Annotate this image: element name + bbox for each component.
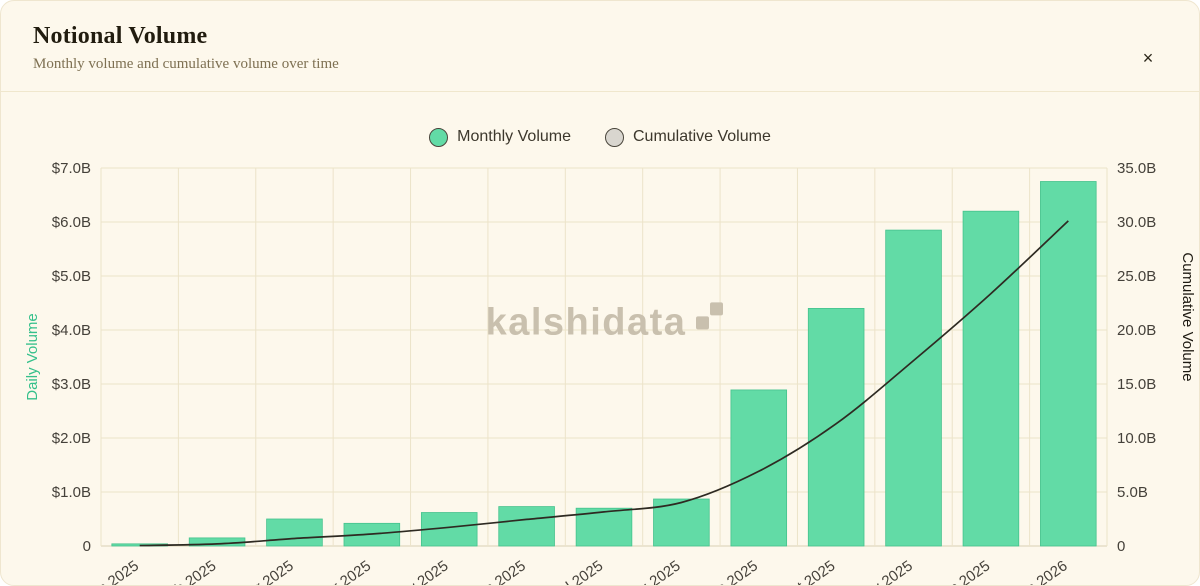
- right-axis-tick: 35.0B: [1117, 160, 1156, 177]
- kalshidata-watermark: kalshidata: [486, 301, 723, 343]
- volume-chart: $7.0B $6.0B $5.0B $4.0B $3.0B $2.0B $1.0B 0 35.0…: [24, 160, 1196, 586]
- legend-label: Monthly Volume: [457, 128, 571, 145]
- x-axis-tick: Jan 2026: [1010, 557, 1070, 586]
- right-axis-tick: 20.0B: [1117, 322, 1156, 339]
- right-axis-tick: 10.0B: [1117, 430, 1156, 447]
- page-subtitle: Monthly volume and cumulative volume ove…: [33, 56, 339, 72]
- legend-item-cumulative-volume[interactable]: Cumulative Volume: [605, 127, 771, 147]
- right-axis-tick: 25.0B: [1117, 268, 1156, 285]
- left-axis-tick: $2.0B: [52, 430, 91, 447]
- right-axis-tick: 0: [1117, 538, 1125, 555]
- left-axis-title: Daily Volume: [24, 313, 41, 401]
- cumulative-volume-swatch-icon: [605, 127, 624, 147]
- close-button[interactable]: ×: [1135, 45, 1161, 71]
- x-axis-tick: Mar 2025: [235, 557, 297, 586]
- right-axis-title: Cumulative Volume: [1179, 252, 1196, 381]
- x-axis-tick: Aug 2025: [621, 557, 683, 586]
- bar-oct-2025: [807, 307, 865, 547]
- left-axis-tick: $3.0B: [52, 376, 91, 393]
- bar-dec-2025: [962, 210, 1020, 547]
- chart-legend: Monthly Volume Cumulative Volume: [1, 120, 1199, 154]
- left-axis-tick: 0: [83, 538, 91, 555]
- bar-jan-2026: [1040, 181, 1097, 547]
- bar-mar-2025: [266, 518, 323, 547]
- right-axis-tick: 5.0B: [1117, 484, 1148, 501]
- x-axis-tick: May 2025: [388, 557, 452, 586]
- right-axis-tick: 15.0B: [1117, 376, 1156, 393]
- left-axis-tick: $5.0B: [52, 268, 91, 285]
- right-axis-tick: 30.0B: [1117, 214, 1156, 231]
- x-axis-tick: Nov 2025: [853, 557, 915, 586]
- legend-label: Cumulative Volume: [633, 128, 771, 145]
- legend-item-monthly-volume[interactable]: Monthly Volume: [429, 127, 571, 147]
- x-axis-tick: Jul 2025: [550, 557, 606, 586]
- left-axis-tick: $6.0B: [52, 214, 91, 231]
- bar-sep-2025: [730, 389, 788, 547]
- chart-area: Monthly Volume Cumulative Volume $7.0B $6…: [1, 92, 1199, 586]
- bar-jun-2025: [498, 506, 555, 547]
- left-axis-tick: $4.0B: [52, 322, 91, 339]
- left-axis-tick: $7.0B: [52, 160, 91, 177]
- x-axis-tick: Apr 2025: [315, 557, 375, 586]
- x-axis-tick: Jun 2025: [469, 557, 529, 586]
- bar-nov-2025: [885, 229, 942, 547]
- x-axis-tick: Feb 2025: [158, 557, 220, 586]
- left-axis-tick: $1.0B: [52, 484, 91, 501]
- x-axis-tick: Dec 2025: [931, 557, 993, 586]
- card-header: Notional Volume Monthly volume and cumul…: [1, 1, 1199, 92]
- page-title: Notional Volume: [33, 23, 208, 49]
- x-axis-tick: Oct 2025: [779, 557, 839, 586]
- monthly-volume-swatch-icon: [429, 127, 449, 147]
- svg-text:kalshidata: kalshidata: [486, 301, 687, 343]
- cumulative-volume-line: [139, 220, 1069, 547]
- x-axis-tick: Jan 2025: [82, 557, 142, 586]
- x-axis-tick: Sep 2025: [699, 557, 761, 586]
